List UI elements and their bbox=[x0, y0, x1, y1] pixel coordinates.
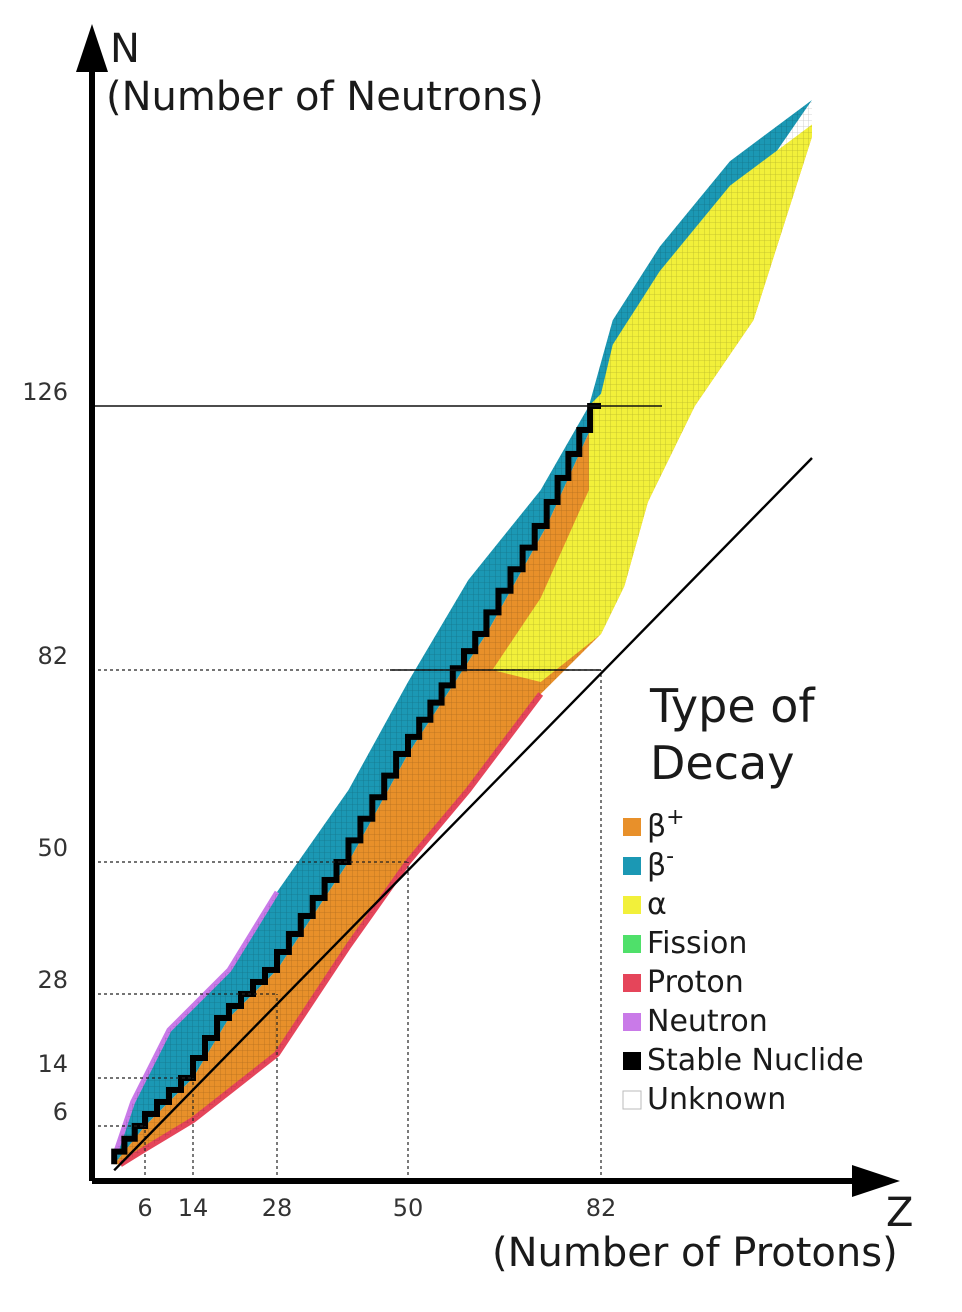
n-equals-z-line bbox=[113, 457, 813, 1172]
x-tick-28: 28 bbox=[262, 1194, 293, 1222]
legend-swatch-beta_minus bbox=[623, 857, 641, 875]
legend-swatch-neutron bbox=[623, 1013, 641, 1031]
y-axis-symbol: N bbox=[110, 26, 140, 72]
legend-swatch-fission bbox=[623, 935, 641, 953]
y-tick-50: 50 bbox=[37, 834, 68, 862]
legend-label-beta_plus: β+ bbox=[647, 805, 685, 844]
legend-label-unknown: Unknown bbox=[647, 1082, 786, 1117]
legend-label-fission: Fission bbox=[647, 926, 747, 961]
y-axis-title: (Number of Neutrons) bbox=[106, 74, 544, 120]
axes bbox=[76, 24, 900, 1197]
y-axis-arrow bbox=[76, 24, 108, 72]
y-tick-82: 82 bbox=[37, 642, 68, 670]
legend-items: β+β-α Fission Proton Neutron Stable Nuclide U… bbox=[622, 805, 864, 1117]
magic-number-guides bbox=[92, 405, 662, 1181]
y-tick-126: 126 bbox=[22, 378, 68, 406]
x-axis-arrow bbox=[852, 1165, 900, 1197]
x-tick-82: 82 bbox=[586, 1194, 617, 1222]
x-tick-6: 6 bbox=[137, 1194, 152, 1222]
legend-swatch-beta_plus bbox=[623, 818, 641, 836]
x-tick-50: 50 bbox=[393, 1194, 424, 1222]
legend-label-alpha: α bbox=[647, 887, 667, 922]
y-tick-labels: 6 14 28 50 82 126 bbox=[22, 378, 68, 1126]
y-tick-6: 6 bbox=[53, 1098, 68, 1126]
legend-label-stable: Stable Nuclide bbox=[647, 1043, 864, 1078]
legend-title-line1: Type of bbox=[649, 679, 816, 733]
legend: Type of Decay β+β-α Fission Proton Neutron S… bbox=[622, 679, 864, 1117]
legend-title-line2: Decay bbox=[650, 736, 794, 790]
legend-label-proton: Proton bbox=[647, 965, 744, 1000]
legend-label-beta_minus: β- bbox=[647, 844, 674, 883]
x-tick-labels: 6 14 28 50 82 bbox=[137, 1194, 616, 1222]
x-tick-14: 14 bbox=[178, 1194, 209, 1222]
y-tick-14: 14 bbox=[37, 1050, 68, 1078]
legend-swatch-stable bbox=[623, 1052, 641, 1070]
y-tick-28: 28 bbox=[37, 966, 68, 994]
legend-swatch-unknown bbox=[622, 1090, 642, 1110]
legend-swatch-alpha bbox=[623, 896, 641, 914]
legend-swatch-proton bbox=[623, 974, 641, 992]
legend-label-neutron: Neutron bbox=[647, 1004, 768, 1039]
x-axis-symbol: Z bbox=[886, 1190, 913, 1236]
x-axis-title: (Number of Protons) bbox=[492, 1230, 898, 1276]
